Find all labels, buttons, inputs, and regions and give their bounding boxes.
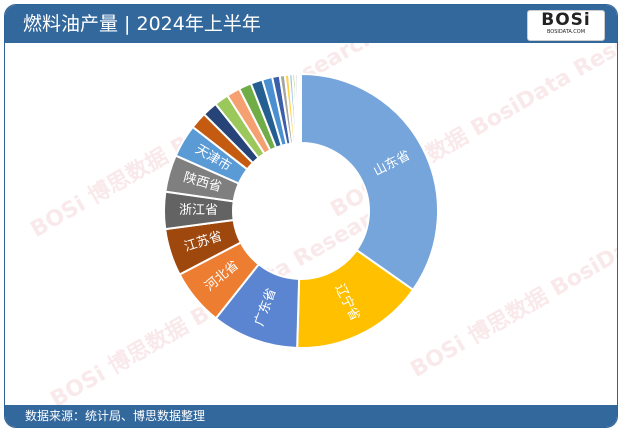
slice-山东省 [300,72,439,292]
slice-label: 浙江省 [179,203,218,218]
footer-bar: 数据来源：统计局、博思数据整理 [5,405,617,427]
header-bar: 燃料油产量 | 2024年上半年 BOSi BOSIDATA.COM [5,5,617,43]
slice-other-22 [298,72,302,145]
bosi-logo: BOSi BOSIDATA.COM [527,10,605,41]
data-source: 数据来源：统计局、博思数据整理 [25,409,206,423]
page-title: 燃料油产量 | 2024年上半年 [23,13,261,35]
chart-card: BOSi 博思数据 BosiData Research BOSi 博思数据 Bo… [4,4,618,428]
